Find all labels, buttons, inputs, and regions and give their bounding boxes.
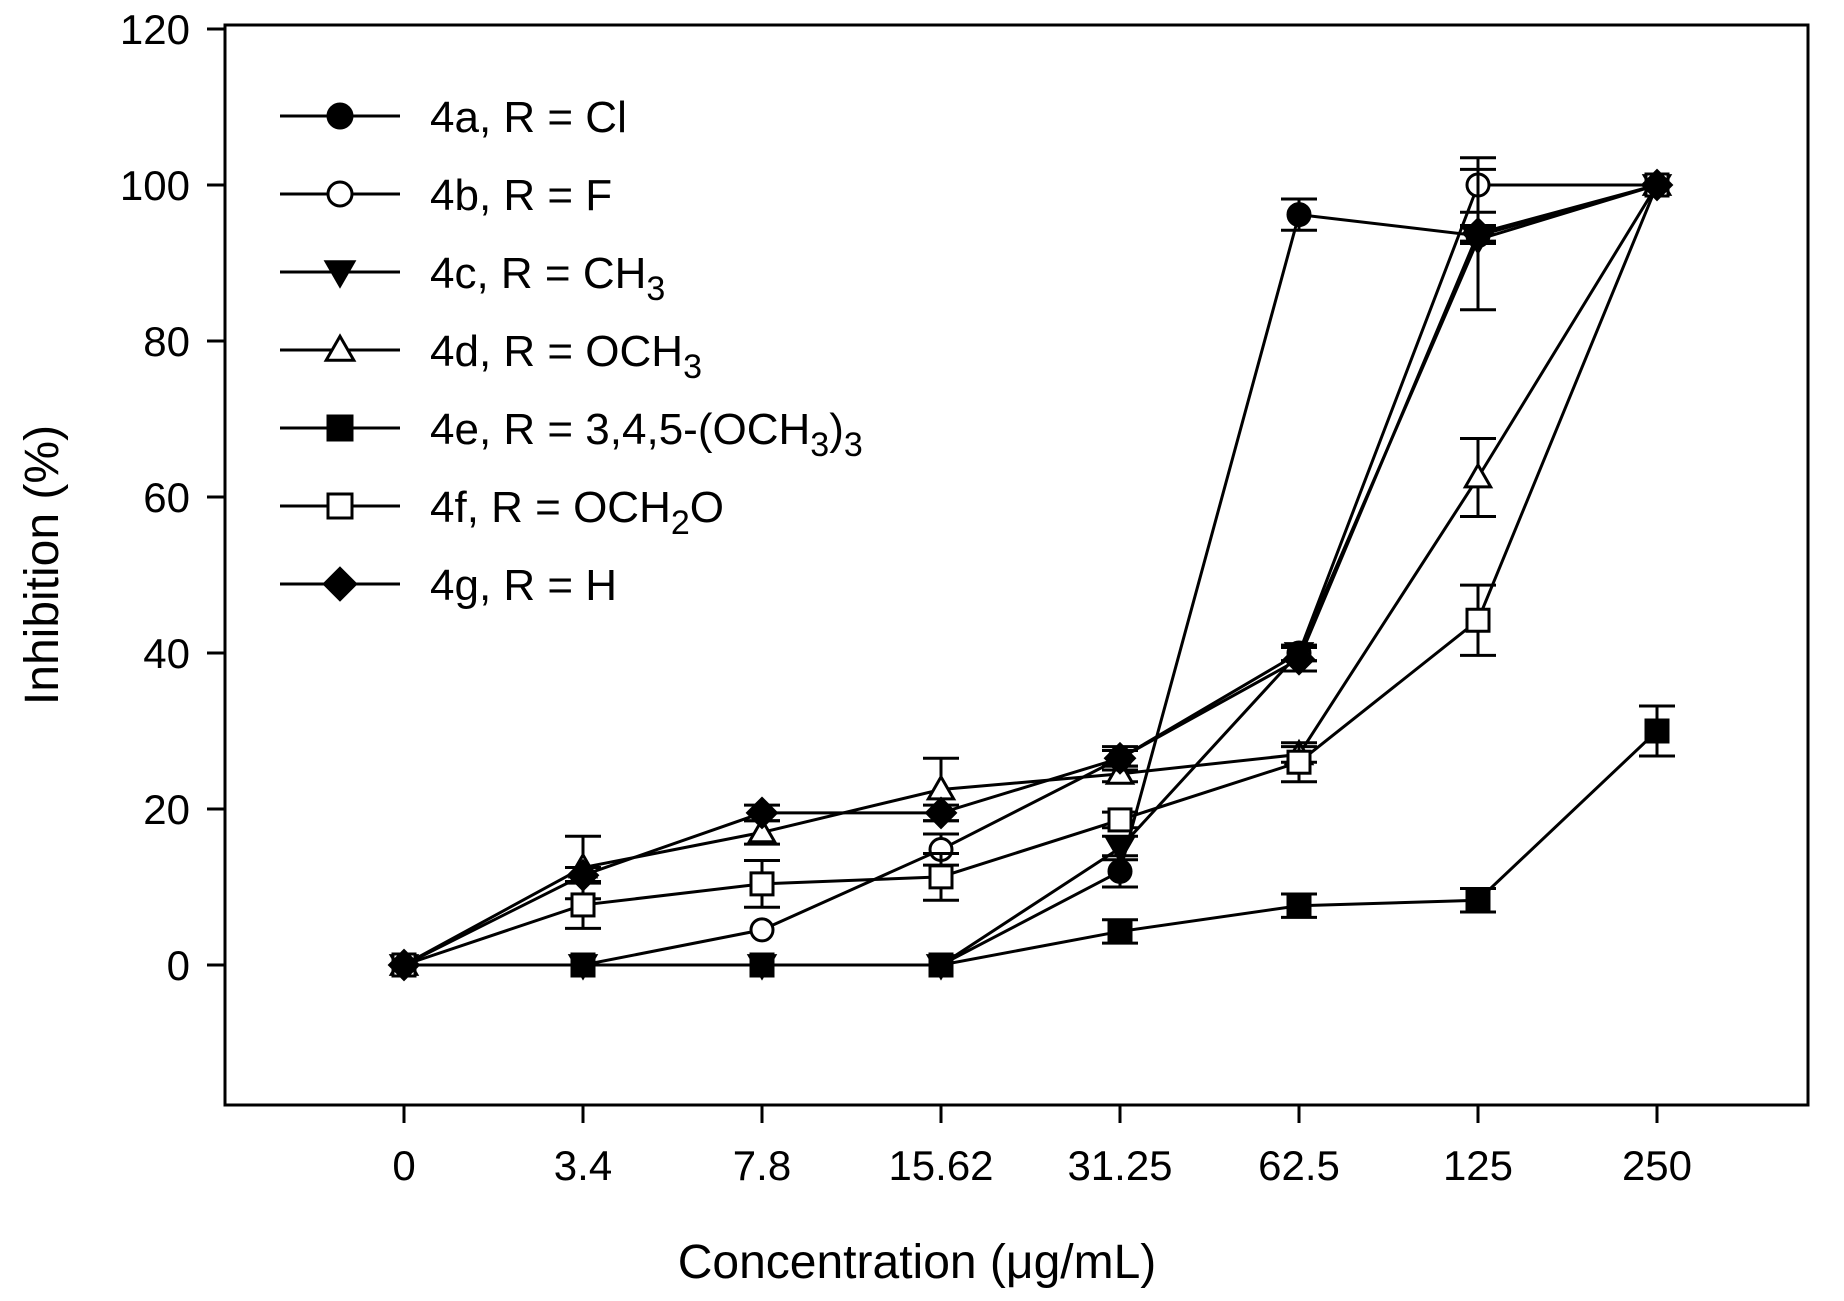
data-point xyxy=(1107,918,1133,944)
series-line xyxy=(403,184,1659,967)
data-point xyxy=(1107,858,1133,884)
series-line xyxy=(403,184,1659,967)
data-point xyxy=(1640,168,1674,202)
y-axis: 0 20 40 60 80 100 120 xyxy=(120,6,225,989)
data-point xyxy=(749,952,775,978)
legend-label: 4f, R = OCH2O xyxy=(430,483,724,542)
legend-label: 4d, R = OCH3 xyxy=(430,327,702,386)
y-tick-label: 40 xyxy=(143,630,190,677)
legend-item-2: 4c, R = CH3 xyxy=(280,249,665,308)
data-point xyxy=(746,816,778,844)
legend-marker xyxy=(326,414,354,442)
legend-marker xyxy=(326,492,354,520)
legend-item-5: 4f, R = OCH2O xyxy=(280,483,724,542)
legend-label: 4a, R = Cl xyxy=(430,93,627,142)
data-point xyxy=(1103,741,1137,775)
data-point xyxy=(1286,893,1312,919)
y-tick-label: 0 xyxy=(167,942,190,989)
legend-label: 4c, R = CH3 xyxy=(430,249,665,308)
series-layer xyxy=(387,156,1675,982)
data-point xyxy=(1461,216,1495,250)
series-line xyxy=(404,183,1657,967)
data-point xyxy=(1644,718,1670,744)
x-tick-label: 31.25 xyxy=(1067,1142,1172,1189)
series-line xyxy=(404,729,1659,967)
legend-label: 4e, R = 3,4,5-(OCH3)3 xyxy=(430,405,863,464)
legend-marker xyxy=(323,333,357,362)
legend-label: 4b, R = F xyxy=(430,171,612,220)
data-point xyxy=(387,948,421,982)
series-4 xyxy=(391,704,1675,978)
x-tick-label: 0 xyxy=(392,1142,415,1189)
y-tick-label: 60 xyxy=(143,474,190,521)
x-tick-label: 250 xyxy=(1622,1142,1692,1189)
x-tick-label: 3.4 xyxy=(554,1142,612,1189)
data-point xyxy=(745,796,779,830)
x-tick-label: 15.62 xyxy=(888,1142,993,1189)
data-point xyxy=(924,796,958,830)
data-point xyxy=(570,952,596,978)
legend-label: 4g, R = H xyxy=(430,561,617,610)
legend-item-4: 4e, R = 3,4,5-(OCH3)3 xyxy=(280,405,863,464)
plot-frame xyxy=(223,23,1810,1107)
data-point xyxy=(1286,749,1312,775)
data-point xyxy=(749,871,775,897)
data-point xyxy=(928,864,954,890)
x-tick-label: 7.8 xyxy=(733,1142,791,1189)
data-point xyxy=(570,892,596,918)
data-point xyxy=(1286,202,1312,228)
legend-marker xyxy=(326,180,354,208)
y-axis-title: Inhibition (%) xyxy=(16,425,69,705)
data-point xyxy=(928,952,954,978)
data-point xyxy=(1465,607,1491,633)
legend-item-3: 4d, R = OCH3 xyxy=(280,327,702,386)
series-6 xyxy=(387,168,1674,982)
x-axis-title: Concentration (μg/mL) xyxy=(678,1236,1157,1289)
series-line xyxy=(403,183,1658,967)
x-tick-label: 125 xyxy=(1443,1142,1513,1189)
legend-marker xyxy=(322,566,358,602)
data-point xyxy=(749,917,775,943)
data-point xyxy=(1104,837,1136,864)
legend: 4a, R = Cl 4b, R = F 4c, R = CH3 4d, R = OC… xyxy=(280,93,863,610)
x-tick-label: 62.5 xyxy=(1258,1142,1340,1189)
y-tick-label: 80 xyxy=(143,318,190,365)
legend-marker xyxy=(323,260,357,289)
y-tick-label: 100 xyxy=(120,162,190,209)
data-point xyxy=(1107,807,1133,833)
x-axis: 0 3.4 7.8 15.62 31.25 62.5 125 250 xyxy=(392,1105,1692,1189)
legend-item-1: 4b, R = F xyxy=(280,171,612,220)
data-point xyxy=(1282,642,1316,676)
legend-item-6: 4g, R = H xyxy=(280,561,617,610)
data-point xyxy=(1462,461,1494,489)
y-tick-label: 120 xyxy=(120,6,190,53)
data-point xyxy=(566,858,600,892)
data-point xyxy=(1465,887,1491,913)
y-tick-label: 20 xyxy=(143,786,190,833)
legend-marker xyxy=(326,102,354,130)
legend-item-0: 4a, R = Cl xyxy=(280,93,627,142)
